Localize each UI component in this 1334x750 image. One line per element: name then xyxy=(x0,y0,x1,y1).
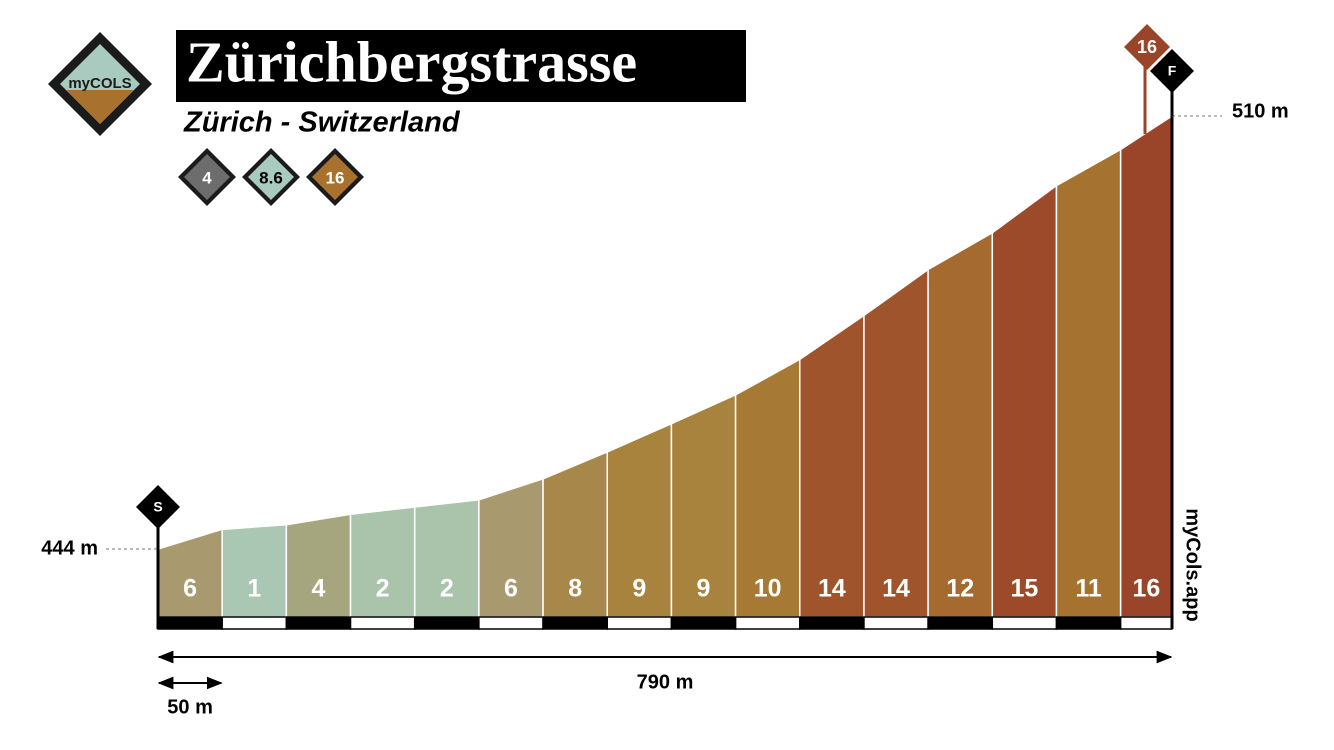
scale-label: 50 m xyxy=(167,696,213,718)
distance-tick xyxy=(157,616,223,630)
badge xyxy=(312,154,358,200)
profile-segment xyxy=(991,184,1058,618)
profile-segment xyxy=(221,523,288,618)
gradient-label: 16 xyxy=(1132,575,1160,603)
start-marker xyxy=(136,485,180,529)
gradient-label: 15 xyxy=(1010,575,1038,603)
distance-tick xyxy=(863,616,929,630)
profile-segment xyxy=(863,268,929,618)
gradient-label: 8 xyxy=(568,575,582,603)
distance-tick xyxy=(349,616,416,630)
gradient-label: 11 xyxy=(1075,575,1102,603)
distance-tick xyxy=(413,616,480,630)
title-box xyxy=(176,30,746,102)
watermark: myCols.app xyxy=(1182,508,1204,621)
profile-segment xyxy=(1055,148,1122,618)
badge xyxy=(248,154,294,200)
distance-tick xyxy=(221,616,288,630)
profile-segment xyxy=(799,314,865,618)
gradient-label: 10 xyxy=(754,575,782,603)
distance-tick xyxy=(991,616,1058,630)
badge-label: 8.6 xyxy=(259,168,283,187)
finish-marker-label: F xyxy=(1168,63,1177,79)
start-elevation: 444 m xyxy=(41,537,98,559)
badge-label: 16 xyxy=(326,168,345,187)
profile-segment xyxy=(1119,114,1173,618)
gradient-label: 6 xyxy=(504,575,518,603)
gradient-label: 14 xyxy=(882,575,910,603)
logo: myCOLS xyxy=(48,32,152,136)
gradient-label: 2 xyxy=(376,575,390,603)
distance-tick xyxy=(799,616,865,630)
max-gradient-marker xyxy=(1124,24,1170,70)
badge xyxy=(184,154,230,200)
gradient-label: 1 xyxy=(247,575,261,603)
chart-subtitle: Zürich - Switzerland xyxy=(183,107,461,139)
distance-tick xyxy=(285,616,352,630)
finish-marker xyxy=(1150,49,1194,93)
distance-tick xyxy=(927,616,994,630)
gradient-label: 12 xyxy=(946,575,974,603)
distance-tick xyxy=(478,616,544,630)
chart-title: Zürichbergstrasse xyxy=(186,29,637,94)
max-gradient-label: 16 xyxy=(1137,37,1157,57)
distance-tick xyxy=(1119,616,1173,630)
gradient-label: 6 xyxy=(183,575,197,603)
start-marker-label: S xyxy=(153,499,162,515)
distance-tick xyxy=(670,616,737,630)
distance-label: 790 m xyxy=(637,671,694,693)
profile-segment xyxy=(927,231,994,618)
profile-segment xyxy=(157,528,223,618)
badge-label: 4 xyxy=(202,168,212,187)
gradient-label: 2 xyxy=(440,575,454,603)
gradient-label: 9 xyxy=(697,575,711,603)
gradient-label: 4 xyxy=(311,575,325,603)
gradient-label: 9 xyxy=(632,575,646,603)
logo-text: myCOLS xyxy=(68,75,131,92)
distance-tick xyxy=(542,616,608,630)
distance-tick xyxy=(734,616,801,630)
gradient-label: 14 xyxy=(818,575,846,603)
finish-elevation: 510 m xyxy=(1232,100,1289,122)
distance-tick xyxy=(1055,616,1122,630)
distance-tick xyxy=(606,616,673,630)
